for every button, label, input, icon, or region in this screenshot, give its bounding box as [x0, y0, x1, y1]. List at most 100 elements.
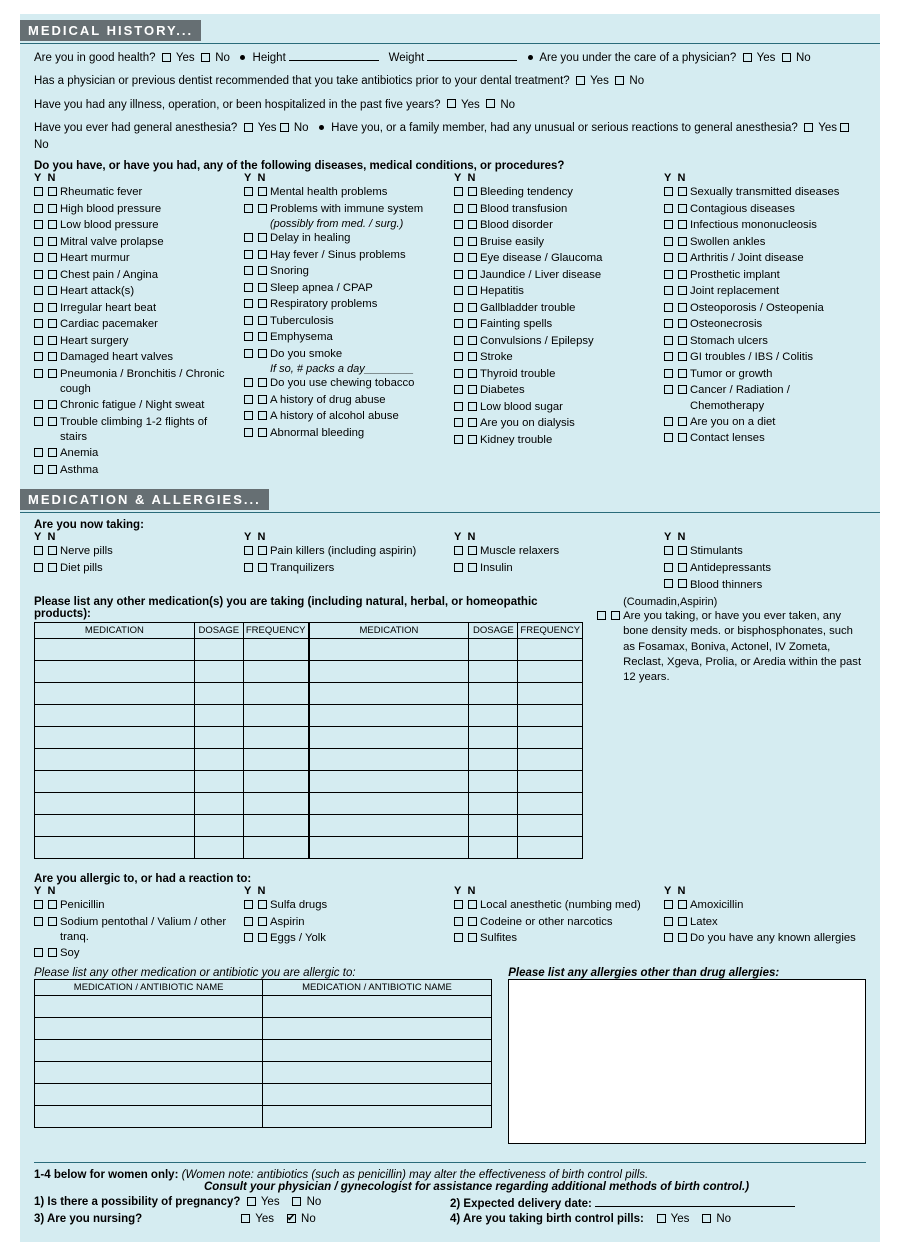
checkbox[interactable] — [664, 917, 673, 926]
checkbox[interactable] — [48, 204, 57, 213]
checkbox[interactable] — [664, 933, 673, 942]
table-row[interactable] — [309, 771, 583, 793]
checkbox[interactable] — [258, 233, 267, 242]
checkbox[interactable] — [468, 435, 477, 444]
checkbox[interactable] — [48, 336, 57, 345]
checkbox[interactable] — [664, 385, 673, 394]
checkbox[interactable] — [244, 349, 253, 358]
checkbox[interactable] — [468, 336, 477, 345]
checkbox[interactable] — [280, 123, 289, 132]
checkbox[interactable] — [454, 563, 463, 572]
checkbox[interactable] — [576, 76, 585, 85]
checkbox[interactable] — [34, 465, 43, 474]
checkbox[interactable] — [244, 411, 253, 420]
checkbox[interactable] — [615, 76, 624, 85]
table-row[interactable] — [309, 639, 583, 661]
checkbox[interactable] — [48, 400, 57, 409]
checkbox[interactable] — [34, 319, 43, 328]
checkbox[interactable] — [34, 948, 43, 957]
checkbox[interactable] — [48, 286, 57, 295]
checkbox[interactable] — [468, 385, 477, 394]
checkbox[interactable] — [454, 204, 463, 213]
checkbox[interactable] — [664, 563, 673, 572]
checkbox[interactable] — [454, 933, 463, 942]
checkbox[interactable] — [34, 546, 43, 555]
checkbox[interactable] — [258, 900, 267, 909]
checkbox[interactable] — [244, 563, 253, 572]
checkbox[interactable] — [244, 546, 253, 555]
checkbox[interactable] — [48, 546, 57, 555]
checkbox[interactable] — [292, 1197, 301, 1206]
medication-table-right[interactable]: MEDICATION DOSAGE FREQUENCY — [309, 622, 584, 859]
table-row[interactable] — [309, 727, 583, 749]
checkbox[interactable] — [468, 319, 477, 328]
checkbox[interactable] — [678, 286, 687, 295]
checkbox[interactable] — [468, 546, 477, 555]
checkbox[interactable] — [454, 237, 463, 246]
table-row[interactable] — [35, 1105, 492, 1127]
checkbox[interactable] — [34, 253, 43, 262]
checkbox[interactable] — [702, 1214, 711, 1223]
checkbox[interactable] — [34, 303, 43, 312]
checkbox[interactable] — [664, 220, 673, 229]
table-row[interactable] — [35, 727, 309, 749]
checkbox[interactable] — [678, 336, 687, 345]
checkbox[interactable] — [468, 204, 477, 213]
checkbox[interactable] — [468, 917, 477, 926]
checkbox[interactable] — [678, 187, 687, 196]
checkbox[interactable] — [34, 400, 43, 409]
checkbox[interactable] — [258, 332, 267, 341]
checkbox[interactable] — [48, 900, 57, 909]
checkbox[interactable] — [48, 448, 57, 457]
checkbox[interactable] — [258, 917, 267, 926]
checkbox[interactable] — [258, 378, 267, 387]
checkbox[interactable] — [664, 286, 673, 295]
checkbox[interactable] — [34, 286, 43, 295]
checkbox[interactable] — [678, 237, 687, 246]
checkbox[interactable] — [468, 933, 477, 942]
checkbox[interactable] — [454, 303, 463, 312]
checkbox[interactable] — [468, 369, 477, 378]
checkbox[interactable] — [244, 900, 253, 909]
table-row[interactable] — [309, 793, 583, 815]
checkbox[interactable] — [664, 546, 673, 555]
checkbox[interactable] — [258, 316, 267, 325]
checkbox[interactable] — [678, 352, 687, 361]
table-row[interactable] — [309, 815, 583, 837]
checkbox[interactable] — [258, 933, 267, 942]
checkbox[interactable] — [468, 900, 477, 909]
checkbox[interactable] — [597, 611, 606, 620]
checkbox[interactable] — [258, 349, 267, 358]
checkbox[interactable] — [34, 220, 43, 229]
checkbox[interactable] — [34, 270, 43, 279]
checkbox[interactable] — [258, 428, 267, 437]
checkbox[interactable] — [244, 204, 253, 213]
checkbox[interactable] — [258, 395, 267, 404]
checkbox[interactable] — [468, 563, 477, 572]
checkbox[interactable] — [468, 253, 477, 262]
checkbox[interactable] — [258, 266, 267, 275]
checkbox[interactable] — [678, 319, 687, 328]
checkbox[interactable] — [468, 220, 477, 229]
table-row[interactable] — [35, 995, 492, 1017]
checkbox[interactable] — [678, 900, 687, 909]
checkbox[interactable] — [48, 237, 57, 246]
medication-table-left[interactable]: MEDICATION DOSAGE FREQUENCY — [34, 622, 309, 859]
checkbox[interactable] — [48, 917, 57, 926]
checkbox[interactable] — [258, 250, 267, 259]
checkbox[interactable] — [678, 385, 687, 394]
table-row[interactable] — [35, 1017, 492, 1039]
height-blank[interactable] — [289, 50, 379, 61]
table-row[interactable] — [309, 683, 583, 705]
checkbox[interactable] — [664, 417, 673, 426]
checkbox[interactable] — [468, 187, 477, 196]
table-row[interactable] — [35, 661, 309, 683]
checkbox[interactable] — [468, 286, 477, 295]
checkbox[interactable] — [664, 900, 673, 909]
checkbox[interactable] — [454, 402, 463, 411]
checkbox[interactable] — [664, 352, 673, 361]
checkbox[interactable] — [48, 417, 57, 426]
checkbox[interactable] — [678, 546, 687, 555]
checkbox[interactable] — [258, 546, 267, 555]
checkbox[interactable] — [664, 319, 673, 328]
